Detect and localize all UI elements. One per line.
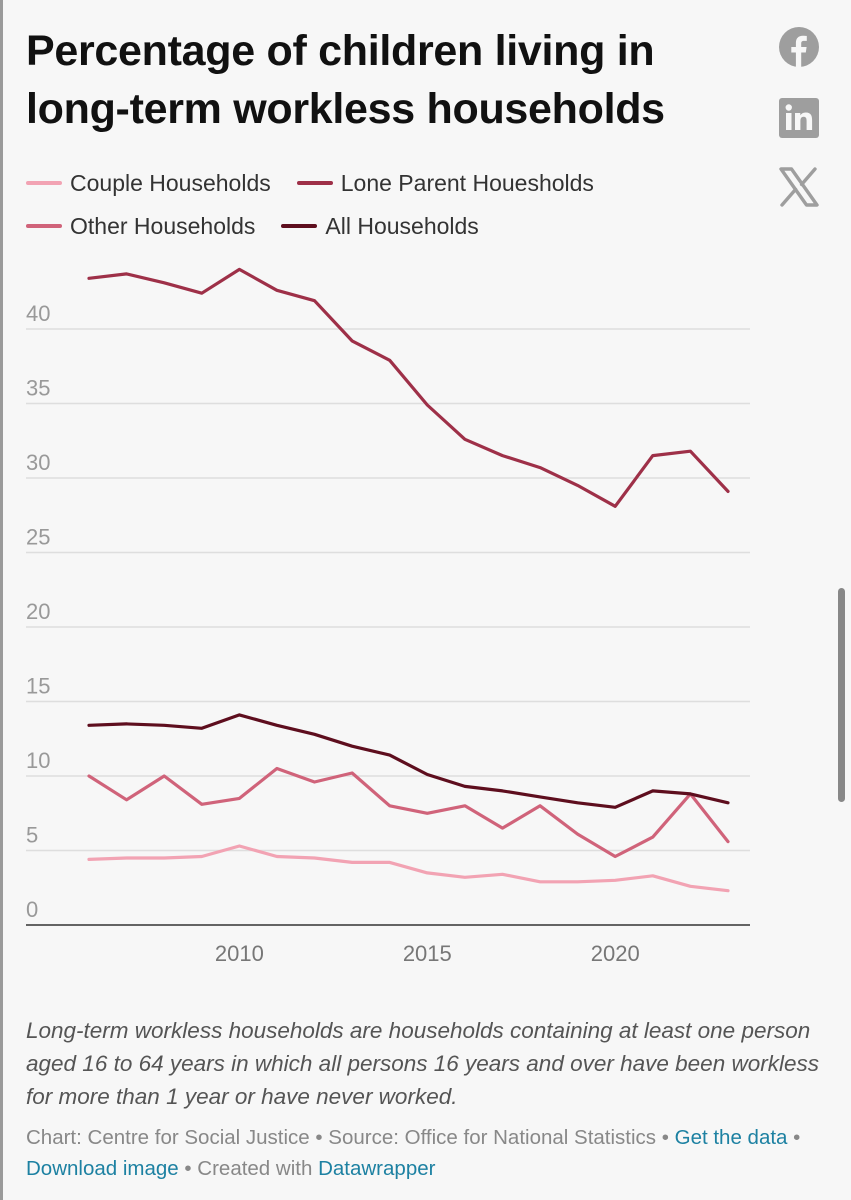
legend-swatch: [26, 224, 62, 228]
footer-separator: •: [787, 1126, 801, 1149]
legend: Couple Households Lone Parent Houesholds…: [26, 165, 766, 251]
facebook-icon: [779, 27, 819, 67]
y-tick-label: 40: [26, 301, 50, 326]
linkedin-icon: [779, 98, 819, 138]
y-tick-label: 35: [26, 376, 50, 401]
legend-label: All Households: [325, 212, 479, 239]
legend-swatch: [26, 181, 62, 185]
series-line-other-households: [87, 766, 730, 859]
y-tick-label: 10: [26, 748, 50, 773]
x-tick-label: 2015: [403, 941, 452, 966]
x-share-button[interactable]: [778, 166, 820, 208]
chart-footer: Chart: Centre for Social Justice • Sourc…: [26, 1122, 826, 1184]
legend-item-couple: Couple Households: [26, 170, 271, 197]
footer-separator: •: [656, 1126, 675, 1149]
x-tick-label: 2020: [591, 941, 640, 966]
footer-separator: •: [309, 1126, 329, 1149]
line-chart: 0 5 10 15 20 25 30 35 40 2010 2015 2020: [26, 267, 750, 966]
series-line-lone-parent-houesholds: [87, 267, 730, 508]
x-tick-label: 2010: [215, 941, 264, 966]
legend-swatch: [296, 181, 333, 185]
legend-item-all: All Households: [281, 212, 479, 240]
data-source: Source: Office for National Statistics: [328, 1126, 657, 1149]
created-with-text: Created with: [197, 1157, 313, 1180]
chart-note: Long-term workless households are househ…: [26, 1018, 819, 1109]
y-tick-label: 25: [26, 525, 50, 550]
facebook-share-button[interactable]: [778, 26, 820, 68]
y-tick-label: 20: [26, 599, 50, 624]
y-tick-label: 30: [26, 450, 50, 475]
y-tick-label: 5: [26, 823, 38, 848]
y-tick-label: 15: [26, 674, 50, 699]
get-data-link[interactable]: Get the data: [674, 1126, 788, 1149]
linkedin-share-button[interactable]: [778, 97, 820, 139]
datawrapper-link[interactable]: Datawrapper: [318, 1157, 436, 1180]
legend-label: Couple Households: [70, 169, 271, 196]
y-tick-label: 0: [26, 897, 38, 922]
legend-label: Other Households: [70, 212, 256, 239]
download-image-link[interactable]: Download image: [26, 1157, 179, 1180]
legend-item-lone-parent: Lone Parent Houesholds: [296, 169, 594, 197]
legend-label: Lone Parent Houesholds: [340, 169, 594, 196]
chart-credit: Chart: Centre for Social Justice: [26, 1126, 310, 1149]
series-line-couple-households: [87, 844, 730, 893]
legend-item-other: Other Households: [26, 213, 255, 240]
window-left-edge: [0, 0, 3, 1200]
x-icon: [779, 167, 819, 207]
chart-title: Percentage of children living in long-te…: [26, 27, 665, 133]
scrollbar[interactable]: [838, 588, 845, 802]
footer-separator: •: [178, 1157, 198, 1180]
series-line-all-households: [87, 713, 730, 809]
legend-swatch: [281, 224, 318, 228]
